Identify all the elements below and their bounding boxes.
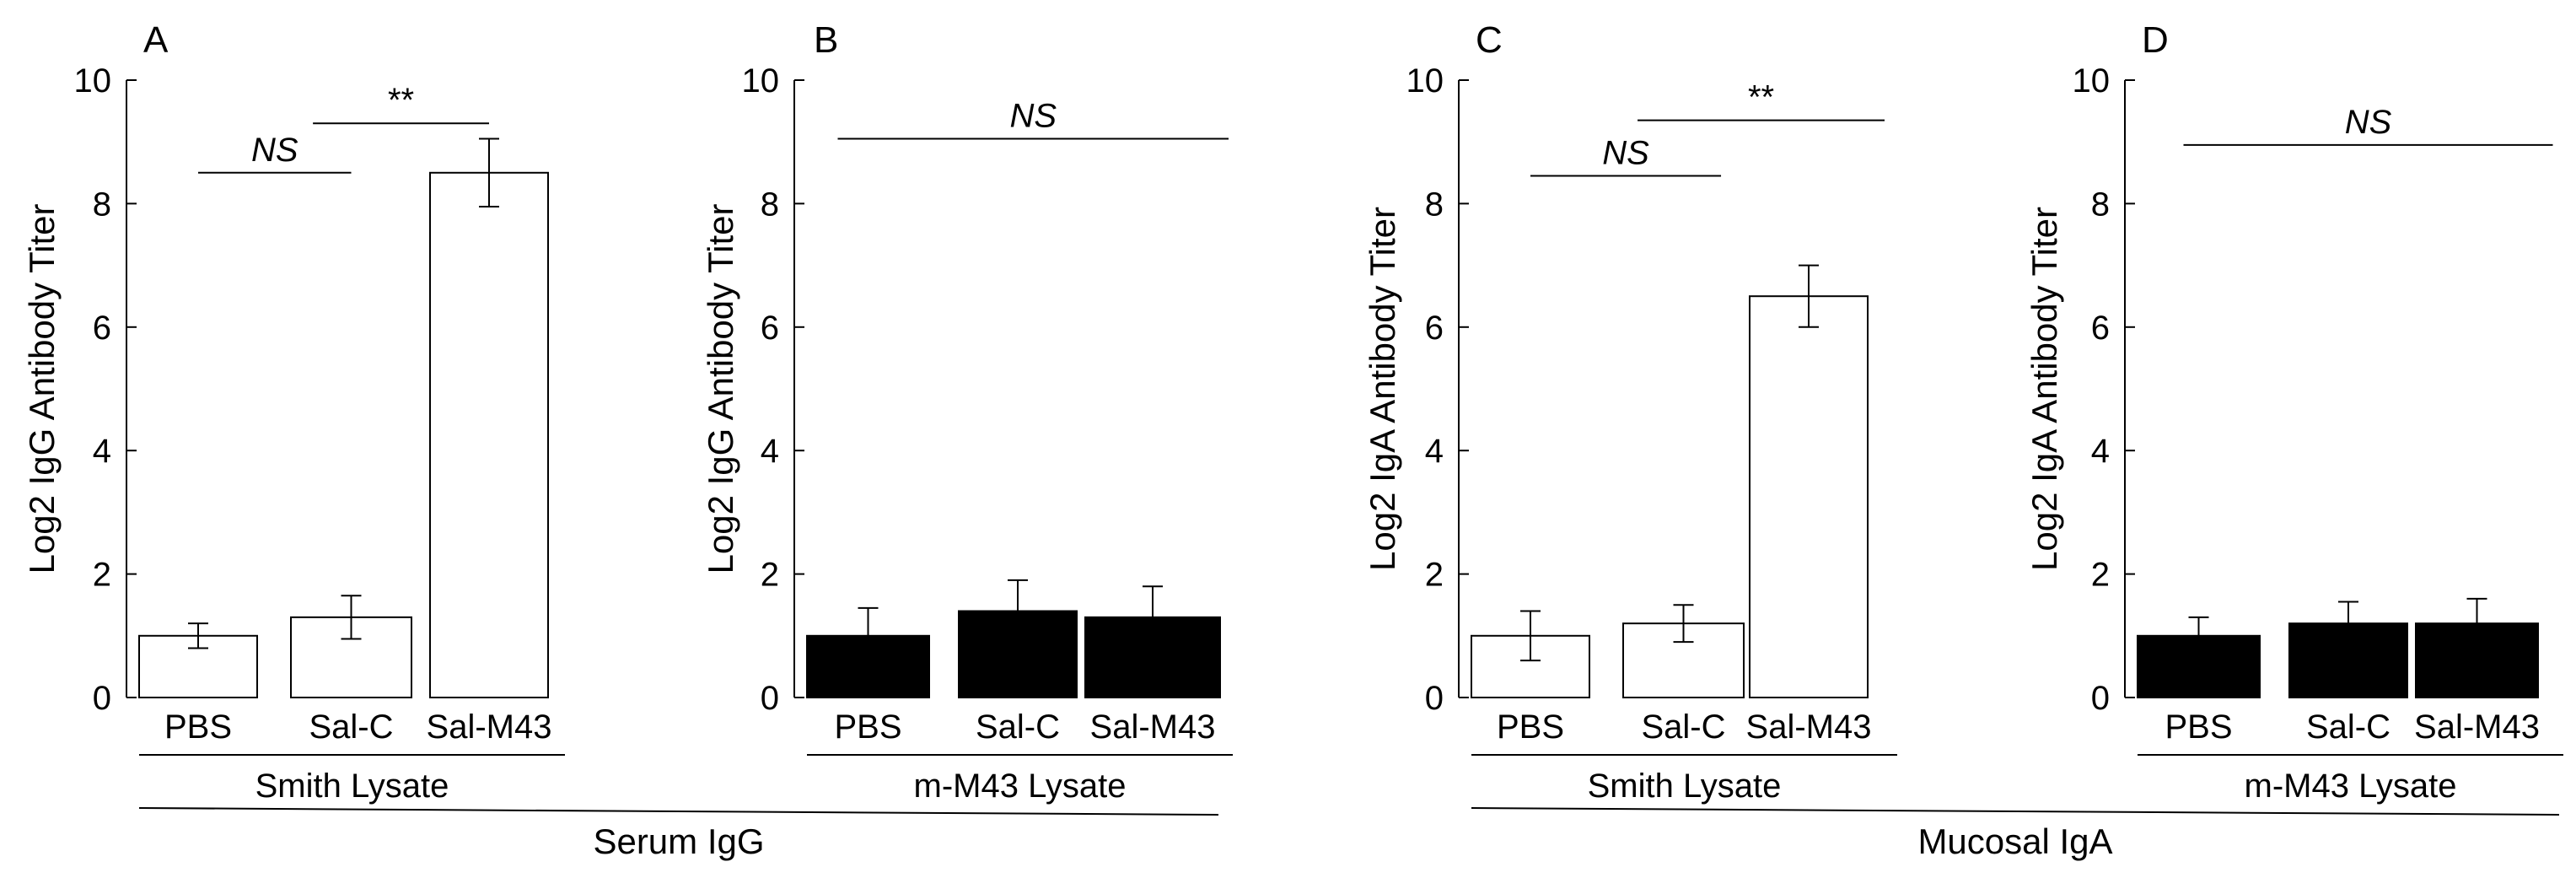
y-tick-label: 4: [761, 433, 779, 470]
bar-pbs: [806, 634, 930, 698]
y-tick-label: 2: [93, 557, 111, 594]
category-label: PBS: [1497, 708, 1564, 746]
y-axis-label: Log2 IgG Antibody Titer: [22, 204, 62, 574]
y-tick-label: 8: [93, 186, 111, 223]
significance-stars: **: [1748, 79, 1774, 116]
chart-panel-a: A Log2 IgG Antibody Titer 0 2 4 6 8 10 PBS Sal-C S…: [22, 19, 565, 805]
group-label: Mucosal IgA: [1917, 821, 2112, 861]
y-tick-label: 6: [761, 310, 779, 347]
y-tick-label: 8: [761, 186, 779, 223]
y-tick-label: 6: [93, 310, 111, 347]
bar-sal-m43: [1749, 295, 1869, 698]
category-label: Sal-C: [976, 708, 1060, 746]
y-tick-label: 6: [1425, 310, 1444, 347]
panel-letter: C: [1476, 19, 1503, 61]
category-label: PBS: [834, 708, 901, 746]
panel-letter: B: [814, 19, 838, 61]
panel-letter: A: [143, 19, 169, 61]
ns-annotation: NS: [1009, 98, 1057, 135]
ns-annotation: NS: [2345, 104, 2392, 141]
y-tick-label: 2: [761, 557, 779, 594]
y-tick-label: 6: [2091, 310, 2110, 347]
lysate-label: Smith Lysate: [1588, 768, 1782, 805]
y-tick-label: 0: [93, 680, 111, 717]
category-label: Sal-C: [2306, 708, 2390, 746]
category-label: PBS: [164, 708, 232, 746]
category-label: Sal-C: [309, 708, 393, 746]
panel-letter: D: [2142, 19, 2169, 61]
category-label: Sal-M43: [1090, 708, 1216, 746]
y-axis-label: Log2 IgA Antibody Titer: [1363, 207, 1402, 571]
lysate-label: Smith Lysate: [255, 768, 449, 805]
y-tick-label: 8: [2091, 186, 2110, 223]
category-label: Sal-M43: [2414, 708, 2540, 746]
category-label: Sal-M43: [427, 708, 552, 746]
group-line: [138, 807, 1219, 816]
y-tick-label: 0: [761, 680, 779, 717]
y-tick-label: 0: [2091, 680, 2110, 717]
y-tick-label: 4: [93, 433, 111, 470]
bar-sal-m43: [429, 171, 549, 699]
y-tick-label: 0: [1425, 680, 1444, 717]
y-axis-label: Log2 IgG Antibody Titer: [701, 204, 740, 574]
significance-stars: **: [388, 82, 414, 119]
y-tick-label: 8: [1425, 186, 1444, 223]
y-tick-label: 10: [74, 62, 112, 100]
chart-panel-c: C Log2 IgA Antibody Titer 0 2 4 6 8 10 PBS Sal-C S…: [1363, 19, 1897, 805]
y-tick-label: 10: [1406, 62, 1444, 100]
y-tick-label: 4: [1425, 433, 1444, 470]
chart-panel-b: B Log2 IgG Antibody Titer 0 2 4 6 8 10 PBS Sal-C S…: [701, 19, 1233, 805]
ns-annotation: NS: [1602, 134, 1649, 171]
y-tick-label: 2: [2091, 557, 2110, 594]
group-line: [1471, 807, 2560, 816]
y-tick-label: 2: [1425, 557, 1444, 594]
category-label: Sal-C: [1641, 708, 1725, 746]
lysate-label: m-M43 Lysate: [2245, 768, 2457, 805]
group-label: Serum IgG: [593, 821, 764, 861]
ns-annotation: NS: [251, 132, 298, 169]
y-tick-label: 4: [2091, 433, 2110, 470]
category-label: Sal-M43: [1746, 708, 1872, 746]
y-tick-label: 10: [2073, 62, 2111, 100]
category-label: PBS: [2165, 708, 2232, 746]
y-tick-label: 10: [742, 62, 780, 100]
lysate-label: m-M43 Lysate: [914, 768, 1127, 805]
y-axis-label: Log2 IgA Antibody Titer: [2025, 207, 2064, 571]
chart-panel-d: D Log2 IgA Antibody Titer 0 2 4 6 8 10 PBS Sal-C S…: [2025, 19, 2563, 805]
